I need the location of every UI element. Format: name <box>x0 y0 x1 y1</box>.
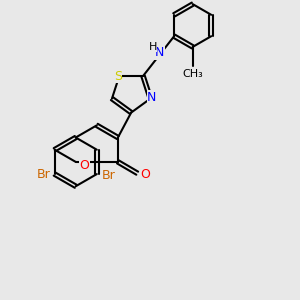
Text: N: N <box>155 46 164 59</box>
Text: O: O <box>79 159 89 172</box>
Text: CH₃: CH₃ <box>182 69 203 79</box>
Text: S: S <box>114 70 122 83</box>
Text: O: O <box>140 168 150 181</box>
Text: N: N <box>147 91 157 103</box>
Text: Br: Br <box>101 169 115 182</box>
Text: H: H <box>148 42 157 52</box>
Text: Br: Br <box>36 168 50 181</box>
